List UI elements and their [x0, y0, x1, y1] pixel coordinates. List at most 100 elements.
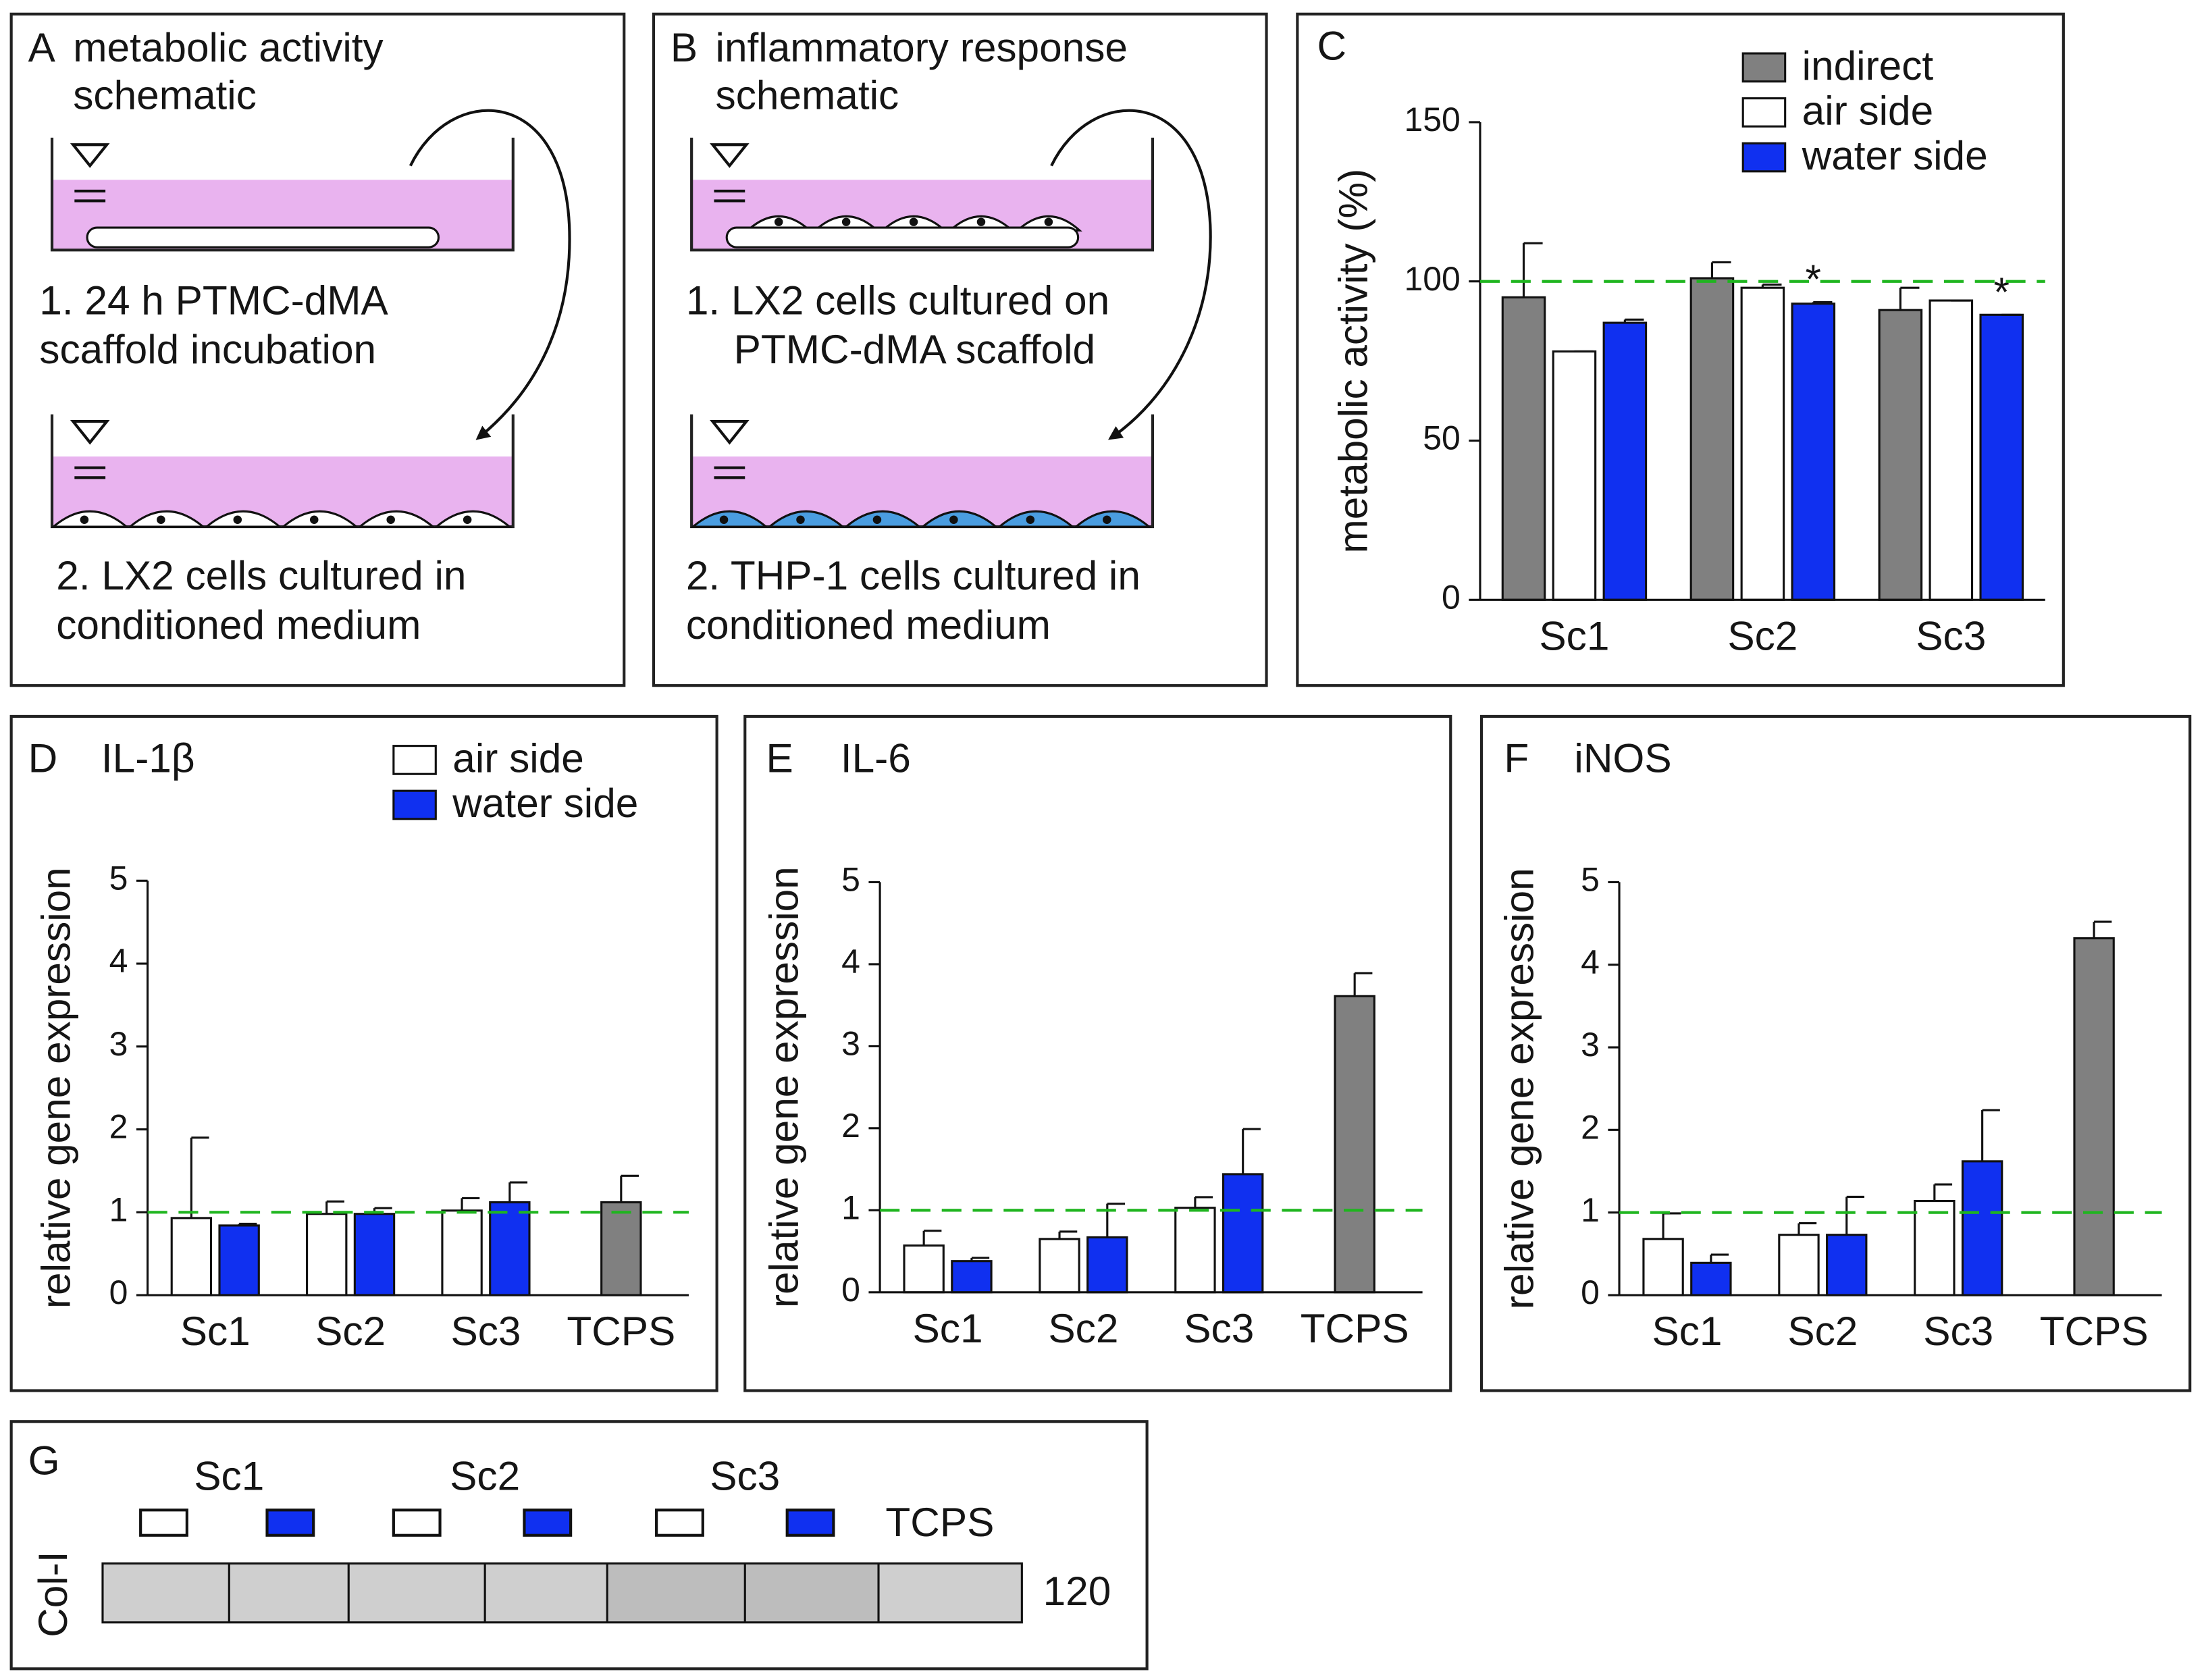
- medium: [52, 456, 513, 527]
- bar: [1174, 1207, 1216, 1294]
- y-tick-label: 150: [1404, 101, 1460, 138]
- panel-frame: [9, 1420, 1149, 1671]
- bar: [218, 1224, 260, 1296]
- bar: [1791, 303, 1836, 601]
- panel-label: C: [1317, 23, 1346, 69]
- panel-label: F: [1504, 735, 1529, 781]
- error-bar: [1623, 318, 1644, 323]
- y-axis-label: relative gene expression: [761, 866, 807, 1308]
- cell-nucleus: [463, 515, 472, 524]
- x-tick-label: TCPS: [2040, 1308, 2149, 1354]
- bar: [1914, 1200, 1956, 1296]
- legend-swatch: [1741, 97, 1787, 128]
- error-bar: [1981, 1109, 2000, 1161]
- chart: E IL-6 relative gene expression 0 1 2 3 4 5 Sc1 Sc…: [743, 714, 1452, 1392]
- bar: [1552, 350, 1597, 601]
- dish: [690, 137, 1155, 252]
- error-bar: [325, 1200, 344, 1214]
- lane-key: [785, 1508, 835, 1537]
- y-axis-label: relative gene expression: [32, 867, 78, 1309]
- legend-swatch: [392, 789, 437, 820]
- error-bar: [1812, 300, 1833, 304]
- cell-nucleus: [872, 515, 882, 524]
- x-tick-label: Sc2: [1727, 612, 1798, 658]
- panel-frame: [9, 12, 626, 687]
- x-tick-label: TCPS: [567, 1308, 675, 1354]
- y-tick-label: 2: [109, 1108, 128, 1146]
- error-bar: [1522, 242, 1543, 298]
- lane-key: [523, 1508, 573, 1537]
- y-tick-label: 100: [1404, 260, 1460, 298]
- chart-title: IL-1β: [101, 735, 195, 781]
- lane-label: Sc3: [710, 1452, 780, 1498]
- lane-separators: [228, 1563, 880, 1623]
- legend-swatch: [1741, 52, 1787, 83]
- panel-frame: [652, 12, 1268, 687]
- x-tick-label: Sc3: [1916, 612, 1986, 658]
- bar: [1642, 1238, 1684, 1296]
- blot: [101, 1562, 1023, 1624]
- panel-label: G: [28, 1438, 60, 1484]
- blot-band: [608, 1565, 879, 1621]
- y-tick-label: 5: [109, 860, 128, 897]
- bar: [1979, 313, 2024, 601]
- x-tick-label: Sc3: [1184, 1305, 1254, 1351]
- lane-key: [139, 1508, 188, 1537]
- panel-title: schematic: [716, 72, 899, 118]
- y-tick-label: 3: [109, 1025, 128, 1063]
- legend-swatch: [1741, 142, 1787, 173]
- error-bar: [1242, 1128, 1261, 1174]
- water-level-lines: [74, 189, 106, 203]
- error-bar: [1761, 283, 1782, 288]
- bar: [1690, 1261, 1732, 1296]
- bar: [1778, 1234, 1820, 1296]
- y-axis-label: metabolic activity (%): [1330, 169, 1376, 554]
- cell-nucleus: [157, 515, 165, 524]
- chart: D IL-1β relative gene expression 0 1 2 3 4 5 Sc1 S…: [9, 714, 718, 1392]
- cell: [280, 510, 359, 528]
- dish: [50, 137, 515, 252]
- cell-nucleus: [796, 515, 805, 524]
- cell-nucleus: [909, 217, 918, 226]
- cell: [766, 510, 846, 528]
- legend-label: water side: [452, 780, 638, 826]
- x-tick-label: TCPS: [1301, 1305, 1409, 1351]
- error-bar: [620, 1174, 639, 1203]
- chart-title: iNOS: [1574, 735, 1671, 781]
- lane-label: Sc2: [450, 1452, 520, 1498]
- bar: [1878, 309, 1923, 601]
- bar: [600, 1201, 642, 1296]
- x-tick-label: Sc1: [913, 1305, 983, 1351]
- y-tick-label: 5: [1581, 861, 1600, 899]
- significance-marker: *: [1993, 269, 2009, 315]
- step-text: 2. LX2 cells cultured in: [56, 552, 466, 598]
- legend-swatch: [392, 745, 437, 775]
- y-tick-label: 4: [109, 942, 128, 980]
- step-text: PTMC-dMA scaffold: [734, 326, 1095, 372]
- bar: [1826, 1234, 1868, 1296]
- error-bar: [1662, 1212, 1681, 1239]
- legend-label: indirect: [1802, 43, 1934, 88]
- y-tick-label: 5: [841, 861, 860, 899]
- water-level-lines: [714, 189, 745, 203]
- y-tick-label: 1: [841, 1189, 860, 1227]
- x-tick-label: Sc3: [1923, 1308, 1993, 1354]
- bar: [1501, 296, 1546, 601]
- y-tick-label: 3: [1581, 1026, 1600, 1064]
- cell-nucleus: [1044, 217, 1053, 226]
- legend-label: air side: [1802, 87, 1934, 133]
- legend-label: water side: [1802, 132, 1988, 178]
- lane-label: TCPS: [885, 1499, 994, 1545]
- bar: [353, 1213, 396, 1296]
- error-bar: [922, 1230, 942, 1246]
- error-bar: [1058, 1230, 1078, 1239]
- y-tick-label: 50: [1423, 419, 1461, 457]
- cell: [1073, 510, 1153, 528]
- bar: [1740, 286, 1785, 601]
- bar: [951, 1260, 993, 1294]
- bar: [1961, 1160, 2003, 1296]
- significance-marker: *: [1806, 256, 1821, 302]
- cell: [434, 510, 513, 528]
- y-tick-label: 4: [841, 943, 860, 980]
